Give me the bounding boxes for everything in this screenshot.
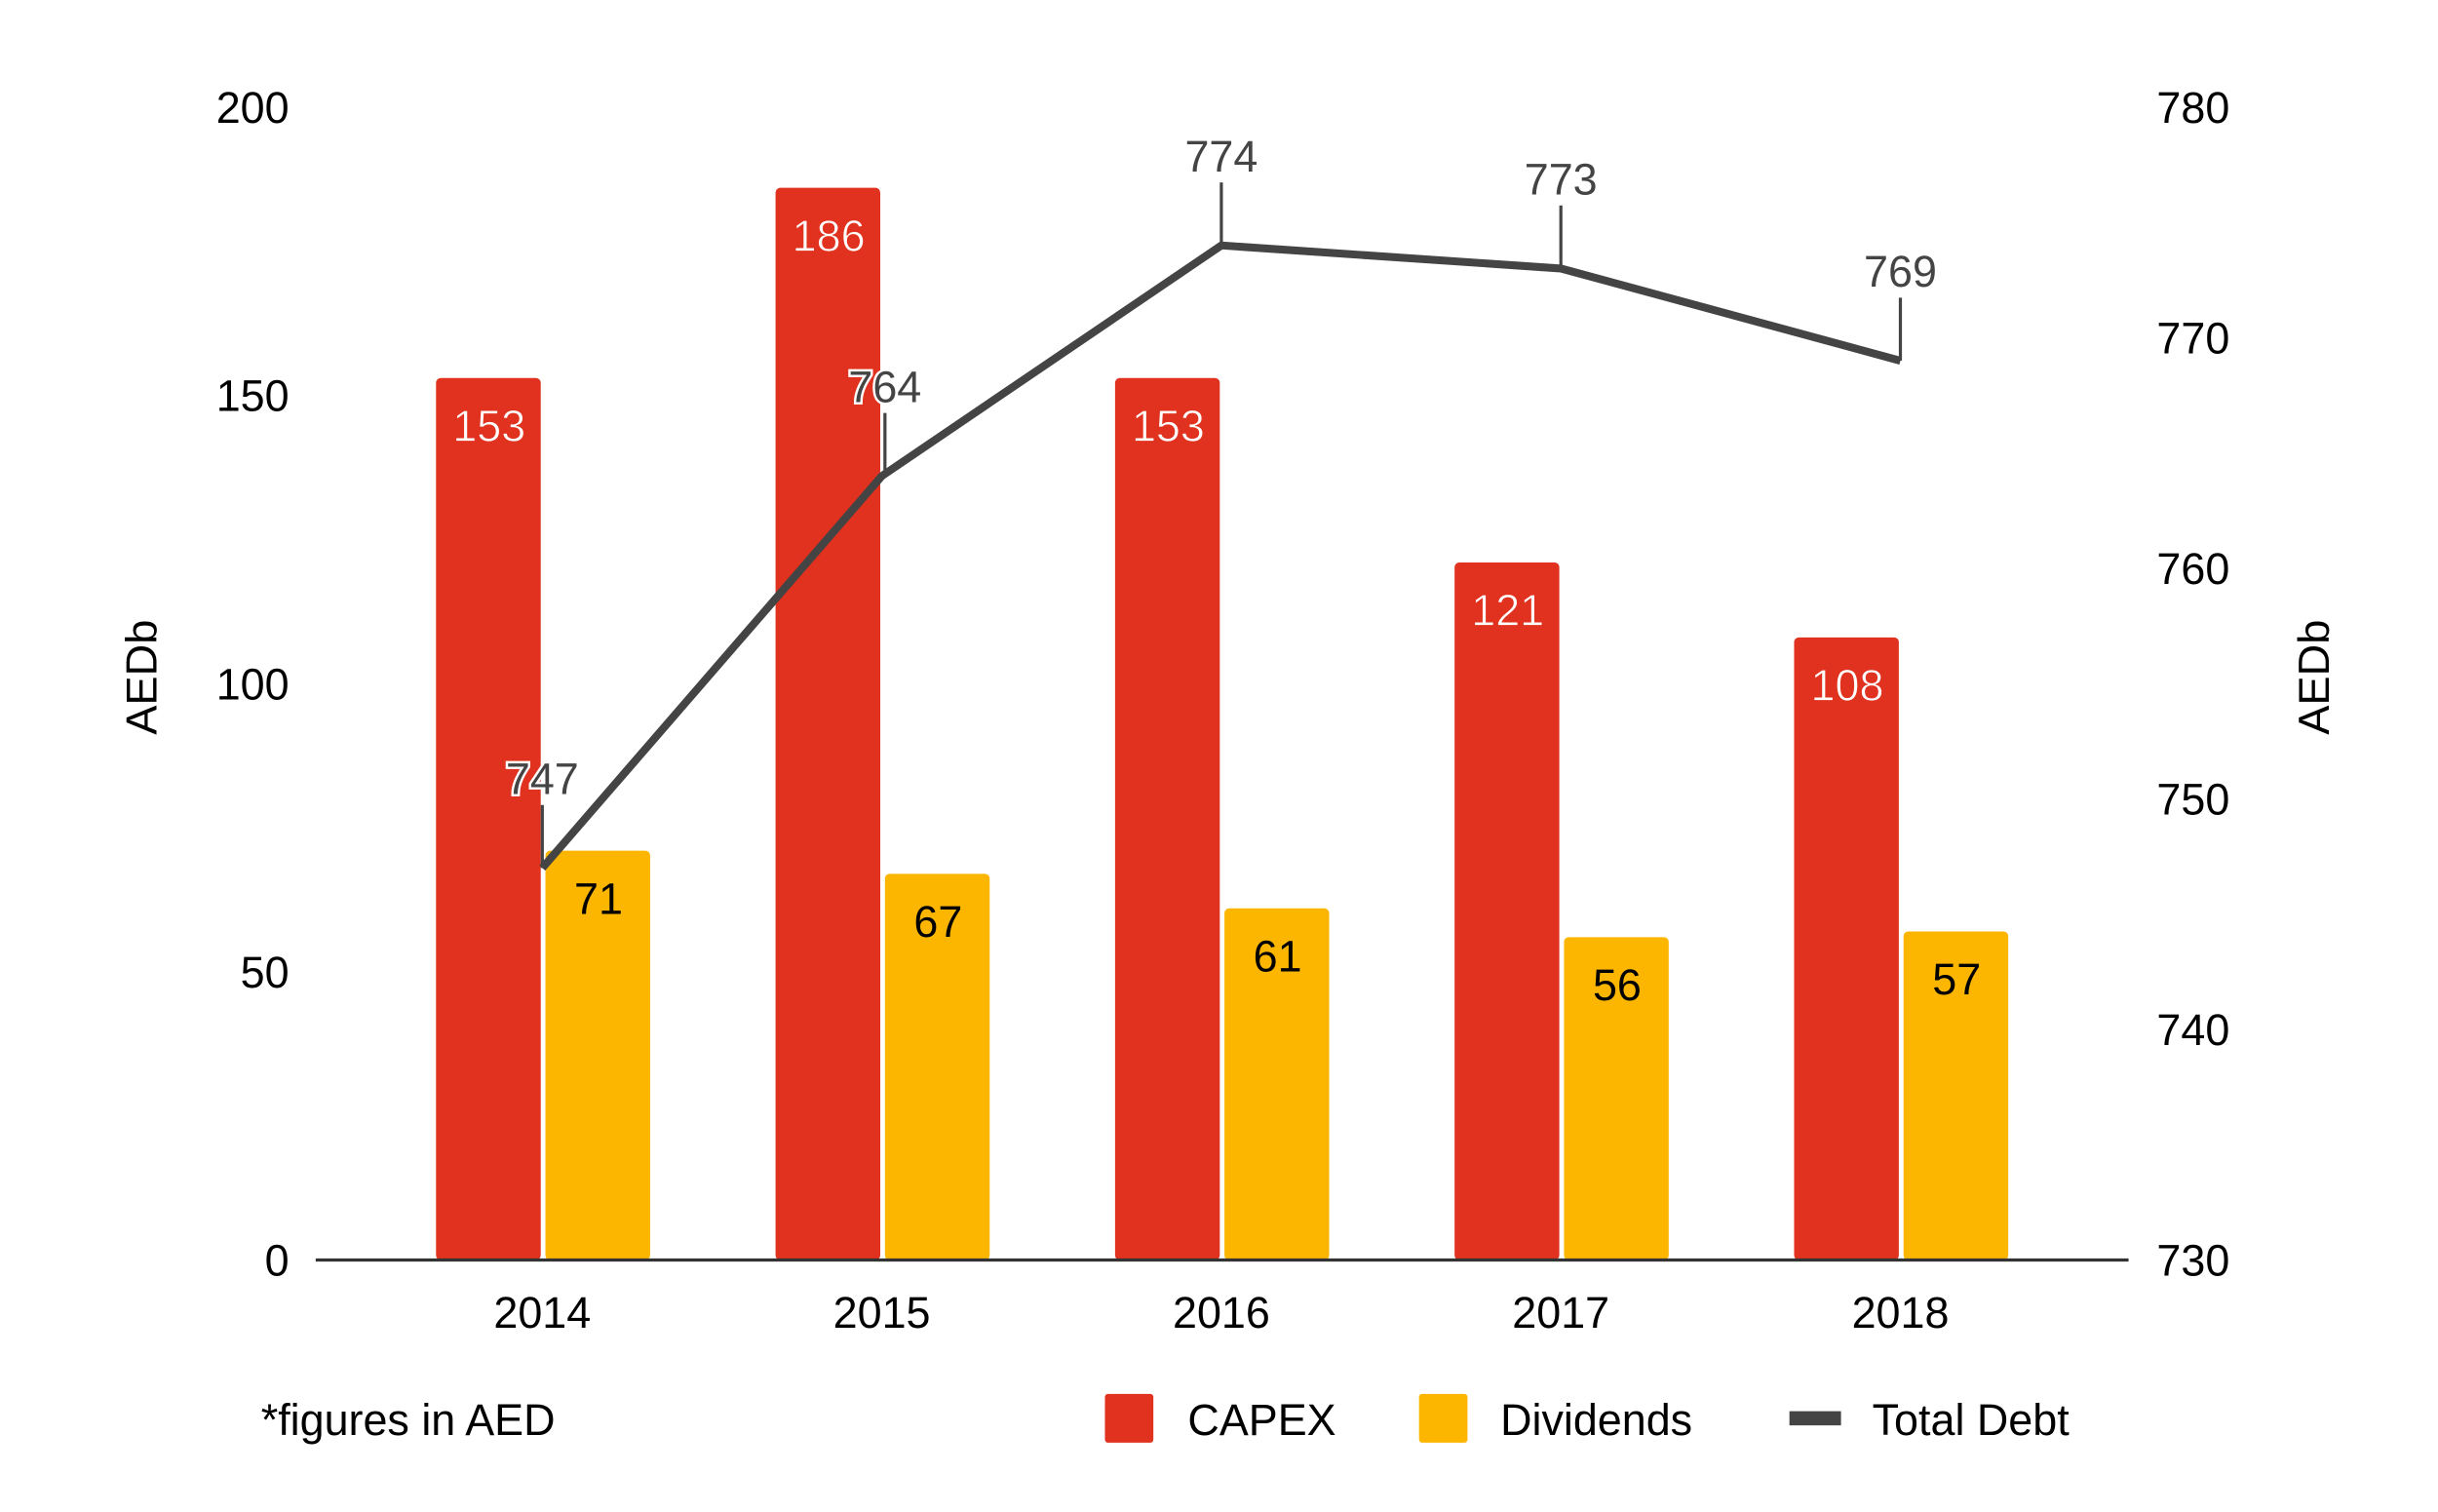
dividends-bar (1224, 908, 1330, 1260)
dividends-bar (1903, 931, 2009, 1260)
right-tick-label: 760 (2156, 544, 2229, 594)
capex-data-label: 121 (1471, 585, 1544, 635)
total-debt-data-label: 773 (1525, 154, 1598, 204)
right-tick-label: 780 (2156, 83, 2229, 133)
right-tick-label: 750 (2156, 774, 2229, 824)
capex-data-label: 153 (1132, 401, 1205, 450)
left-tick-label: 50 (241, 948, 290, 997)
capex-bar (1454, 562, 1560, 1260)
capex-bar (775, 187, 881, 1260)
dividends-bar (884, 873, 990, 1260)
capex-data-label: 186 (793, 211, 866, 260)
bars: 153 71 186 67 153 61 121 56 108 57 (436, 187, 2009, 1260)
x-tick-label: 2017 (1512, 1288, 1609, 1338)
dividends-data-label: 67 (913, 897, 962, 947)
dividends-data-label: 71 (574, 873, 623, 923)
left-tick-label: 150 (216, 371, 290, 421)
total-debt-data-label: 769 (1864, 247, 1937, 296)
left-tick-label: 0 (265, 1235, 290, 1285)
x-tick-label: 2016 (1173, 1288, 1270, 1338)
legend-label-dividends: Dividends (1500, 1395, 1692, 1445)
left-tick-label: 100 (216, 659, 290, 709)
capex-data-label: 153 (452, 401, 525, 450)
right-tick-label: 770 (2156, 313, 2229, 363)
capex-bar (1794, 637, 1899, 1260)
left-axis-ticks: 0 50 100 150 200 (216, 83, 290, 1286)
total-debt-data-label: 747 (506, 754, 579, 803)
right-axis-label: AEDb (2289, 620, 2339, 735)
x-tick-label: 2015 (833, 1288, 931, 1338)
dividends-data-label: 57 (1932, 954, 1981, 1004)
legend-swatch-dividends (1418, 1393, 1468, 1443)
dividends-bar (1564, 937, 1669, 1260)
right-tick-label: 740 (2156, 1005, 2229, 1055)
legend-swatch-capex (1104, 1393, 1154, 1443)
footnote: *figures in AED (261, 1395, 556, 1445)
total-debt-line-group: 747 764 774 773 769 (503, 129, 1939, 872)
x-tick-label: 2014 (493, 1288, 591, 1338)
left-axis-label: AEDb (116, 620, 166, 735)
left-tick-label: 200 (216, 83, 290, 133)
capex-data-label: 108 (1811, 660, 1884, 710)
right-axis-ticks: 730 740 750 760 770 780 (2156, 83, 2229, 1286)
legend: CAPEX Dividends Total Debt (1104, 1393, 2070, 1445)
x-axis-tick-labels: 2014 2015 2016 2017 2018 (493, 1288, 1949, 1338)
capex-bar (1114, 377, 1220, 1260)
legend-swatch-total-debt (1789, 1411, 1841, 1426)
legend-label-total-debt: Total Debt (1873, 1395, 2070, 1445)
x-tick-label: 2018 (1852, 1288, 1950, 1338)
dividends-bar (545, 850, 650, 1260)
dividends-data-label: 61 (1254, 931, 1302, 981)
legend-label-capex: CAPEX (1187, 1395, 1335, 1445)
dividends-data-label: 56 (1593, 960, 1642, 1010)
capex-bar (436, 377, 541, 1260)
total-debt-data-label: 774 (1184, 132, 1258, 181)
right-tick-label: 730 (2156, 1235, 2229, 1285)
total-debt-line (539, 241, 1902, 872)
total-debt-data-label: 764 (848, 362, 921, 411)
